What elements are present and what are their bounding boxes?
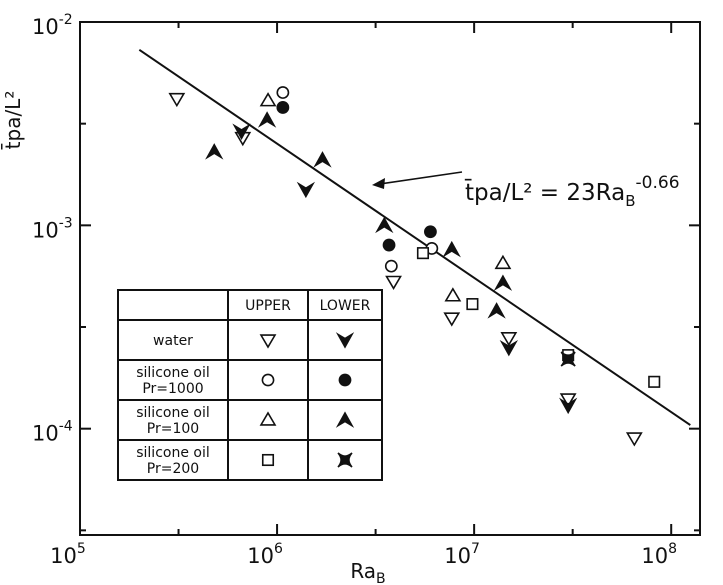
legend-box xyxy=(117,289,383,481)
data-point xyxy=(384,259,398,273)
equation-arrowhead xyxy=(372,178,385,189)
data-point xyxy=(443,312,461,327)
x-tick-label: 105 xyxy=(50,541,86,568)
data-point xyxy=(416,247,430,260)
ticks xyxy=(79,21,700,535)
data-point xyxy=(276,86,290,99)
data-point xyxy=(494,254,512,270)
data-point xyxy=(487,302,506,319)
data-point xyxy=(442,240,461,258)
data-point xyxy=(499,339,518,357)
data-point xyxy=(559,393,577,408)
data-point xyxy=(168,92,186,108)
data-point xyxy=(424,225,437,239)
data-point xyxy=(466,298,479,311)
legend-marker xyxy=(335,332,355,349)
data-point xyxy=(382,238,396,252)
data-point xyxy=(385,275,402,290)
legend-marker xyxy=(259,411,277,426)
legend-row-label: silicone oil xyxy=(136,405,210,421)
legend-marker xyxy=(259,334,277,349)
legend-marker xyxy=(335,411,355,428)
tick-labels: 105 106 107 108 10-2 10-3 10-4 xyxy=(32,12,677,568)
data-point xyxy=(444,287,462,302)
data-point xyxy=(559,397,578,415)
data-point xyxy=(259,92,277,107)
x-tick-label: 106 xyxy=(247,541,283,568)
equation-main: t̄pa/L² = 23Ra xyxy=(464,178,625,206)
data-point xyxy=(625,432,643,447)
legend-marker xyxy=(261,373,275,387)
x-tick-label: 108 xyxy=(641,541,677,568)
data-points xyxy=(168,86,661,447)
fit-line xyxy=(138,49,691,426)
data-point xyxy=(276,101,290,114)
data-point xyxy=(375,216,394,234)
equation-arrow xyxy=(379,171,463,185)
legend-row-label: silicone oil xyxy=(136,365,210,381)
legend-marker xyxy=(261,453,275,467)
legend-marker xyxy=(338,373,352,387)
legend-row-label: silicone oil xyxy=(136,445,210,461)
data-point xyxy=(648,375,661,388)
x-tick-label: 107 xyxy=(444,541,480,568)
legend-marker xyxy=(337,452,353,468)
x-axis-label: RaB xyxy=(350,559,385,585)
data-point xyxy=(313,151,332,168)
legend-row-label: Pr=100 xyxy=(147,421,199,437)
svg-text:t̄pa/L² = 23RaB-0.66: t̄pa/L² = 23RaB-0.66 xyxy=(464,173,680,210)
data-point xyxy=(232,123,251,140)
y-tick-label: 10-3 xyxy=(32,215,73,242)
y-tick-label: 10-2 xyxy=(32,12,73,39)
legend-row-label: Pr=200 xyxy=(147,461,199,477)
equation-subscript: B xyxy=(625,192,635,210)
data-point xyxy=(493,274,513,291)
data-point xyxy=(257,111,277,128)
data-point xyxy=(560,351,576,367)
legend-row-label: Pr=1000 xyxy=(142,381,203,397)
data-point xyxy=(500,332,518,347)
legend-column-header: UPPER xyxy=(245,298,291,314)
legend-row-label: water xyxy=(153,333,193,349)
equation-exponent: -0.66 xyxy=(636,173,680,193)
legend-column-header: LOWER xyxy=(320,298,371,314)
y-axis-label: t̄pa/L² xyxy=(0,91,25,150)
data-point xyxy=(205,143,224,160)
fit-equation: t̄pa/L² = 23RaB-0.66 xyxy=(372,171,680,210)
data-point xyxy=(296,181,316,199)
plot-frame xyxy=(79,21,701,536)
y-tick-label: 10-4 xyxy=(32,419,73,446)
